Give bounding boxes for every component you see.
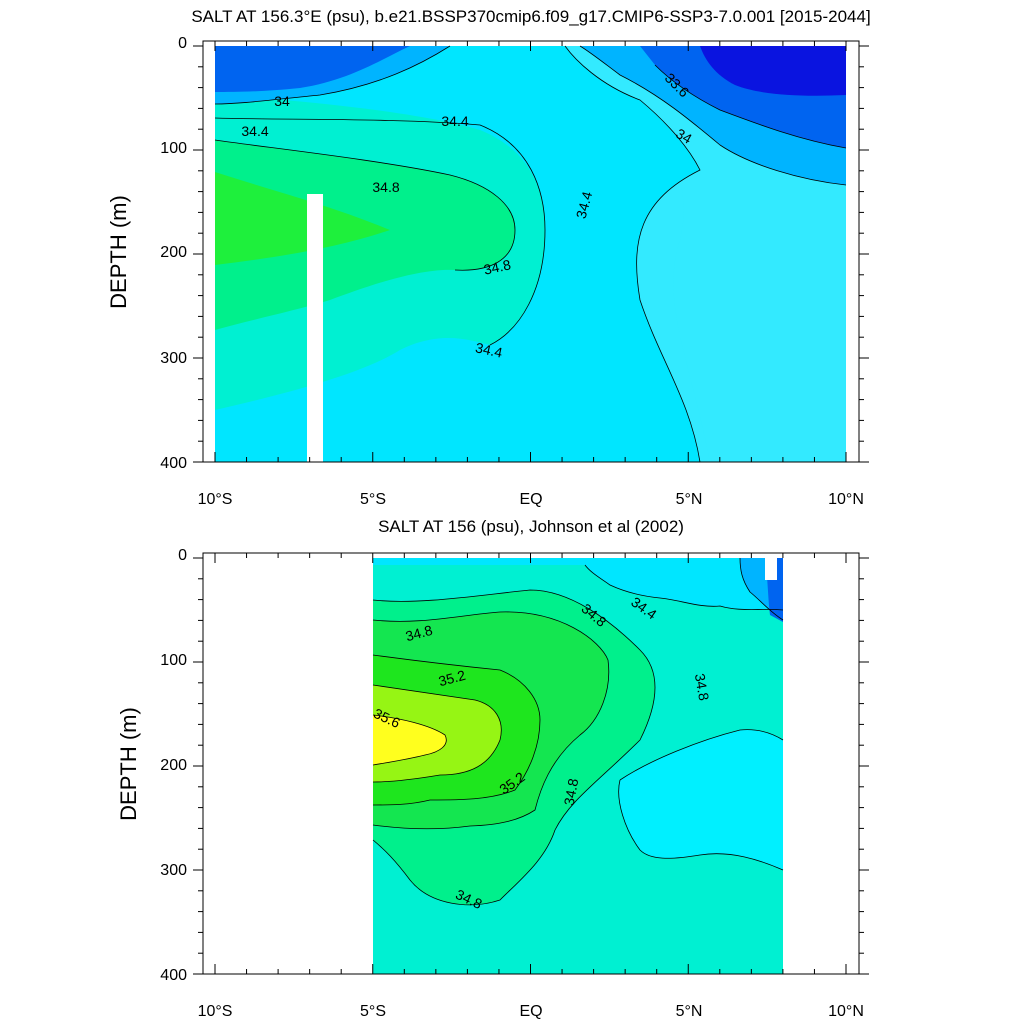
- top-contour-label: 34: [274, 93, 290, 109]
- bottom-chart-title: SALT AT 156 (psu), Johnson et al (2002): [378, 517, 684, 536]
- bottom-contour-346-upper: [619, 729, 784, 781]
- bottom-x-tick-label: 10°S: [198, 1003, 233, 1020]
- top-y-tick-label: 0: [178, 35, 187, 52]
- bottom-contour-354: [372, 684, 502, 783]
- top-y-tick-label: 400: [160, 455, 187, 472]
- bottom-contour-346-lower: [618, 779, 784, 871]
- bottom-x-tick-label: EQ: [519, 1003, 542, 1020]
- bottom-x-tick-label: 5°S: [360, 1003, 386, 1020]
- bottom-y-tick-label: 400: [160, 967, 187, 984]
- bottom-y-tick-label: 0: [178, 547, 187, 564]
- bottom-fill-356: [373, 715, 447, 765]
- top-contour-344-south: [214, 117, 546, 346]
- top-contour-348: [214, 139, 516, 271]
- bottom-contour-label: 34.8: [561, 777, 582, 807]
- top-fill-35: [215, 172, 390, 265]
- bottom-fill-cyan-lens: [618, 729, 783, 870]
- top-contour-label: 34.4: [441, 113, 468, 129]
- top-fill-336-core: [700, 46, 846, 96]
- top-contour-label: 34.4: [474, 339, 504, 360]
- top-contour-label: 34: [673, 125, 695, 147]
- bottom-y-tick-label: 300: [160, 862, 187, 879]
- top-panel: SALT AT 156.3°E (psu), b.e21.BSSP370cmip…: [106, 7, 871, 508]
- bottom-contour-label: 34.8: [404, 622, 435, 645]
- top-tick-marks: [193, 41, 869, 463]
- top-y-tick-label: 300: [160, 350, 187, 367]
- bottom-missing-data-notch: [765, 558, 777, 580]
- top-contour-label: 34.4: [573, 190, 596, 221]
- bottom-y-tick-label: 200: [160, 757, 187, 774]
- bottom-contour-356: [372, 714, 447, 766]
- bottom-fill-3444: [373, 558, 783, 610]
- bottom-x-tick-label: 5°N: [676, 1003, 703, 1020]
- top-y-tick-label: 200: [160, 244, 187, 261]
- top-contour-34-north: [579, 45, 847, 186]
- bottom-y-tick-label: 100: [160, 652, 187, 669]
- bottom-contour-352: [372, 654, 541, 806]
- top-contour-label: 34.8: [482, 256, 512, 277]
- top-contour-label: 34.4: [241, 123, 268, 139]
- top-contour-34-south: [214, 45, 451, 105]
- bottom-contour-label: 34.8: [692, 672, 713, 702]
- bottom-contour-fills: [373, 558, 783, 974]
- top-chart-title: SALT AT 156.3°E (psu), b.e21.BSSP370cmip…: [191, 7, 870, 26]
- bottom-contour-label: 35.2: [437, 667, 468, 690]
- top-contour-labels: 34 34.4 34.4 34.8 34.8 34.4 34.4 33.6 34: [241, 70, 695, 361]
- bottom-contour-lines: [372, 557, 784, 906]
- top-x-tick-label: 10°S: [198, 491, 233, 508]
- bottom-contour-344: [584, 564, 784, 611]
- bottom-contour-35: [372, 611, 610, 830]
- bottom-panel: SALT AT 156 (psu), Johnson et al (2002): [116, 517, 869, 1020]
- bottom-contour-342: [739, 557, 784, 621]
- top-y-axis-label: DEPTH (m): [106, 195, 131, 309]
- bottom-contour-348: [372, 589, 656, 906]
- top-x-tick-label: 5°N: [676, 491, 703, 508]
- top-contour-344-north: [564, 45, 701, 463]
- bottom-x-tick-label: 10°N: [828, 1003, 864, 1020]
- top-contour-label: 34.8: [372, 179, 399, 195]
- top-x-tick-label: EQ: [519, 491, 542, 508]
- top-contour-fills: [215, 41, 846, 462]
- top-contour-336-north: [654, 64, 847, 149]
- bottom-y-axis-label: DEPTH (m): [116, 707, 141, 821]
- top-contour-lines: [214, 45, 847, 463]
- top-fill-336-sw: [215, 46, 410, 92]
- top-x-tick-label: 10°N: [828, 491, 864, 508]
- bottom-tick-marks: [193, 553, 869, 975]
- top-missing-data-column: [307, 194, 323, 462]
- top-y-tick-label: 100: [160, 140, 187, 157]
- top-x-tick-label: 5°S: [360, 491, 386, 508]
